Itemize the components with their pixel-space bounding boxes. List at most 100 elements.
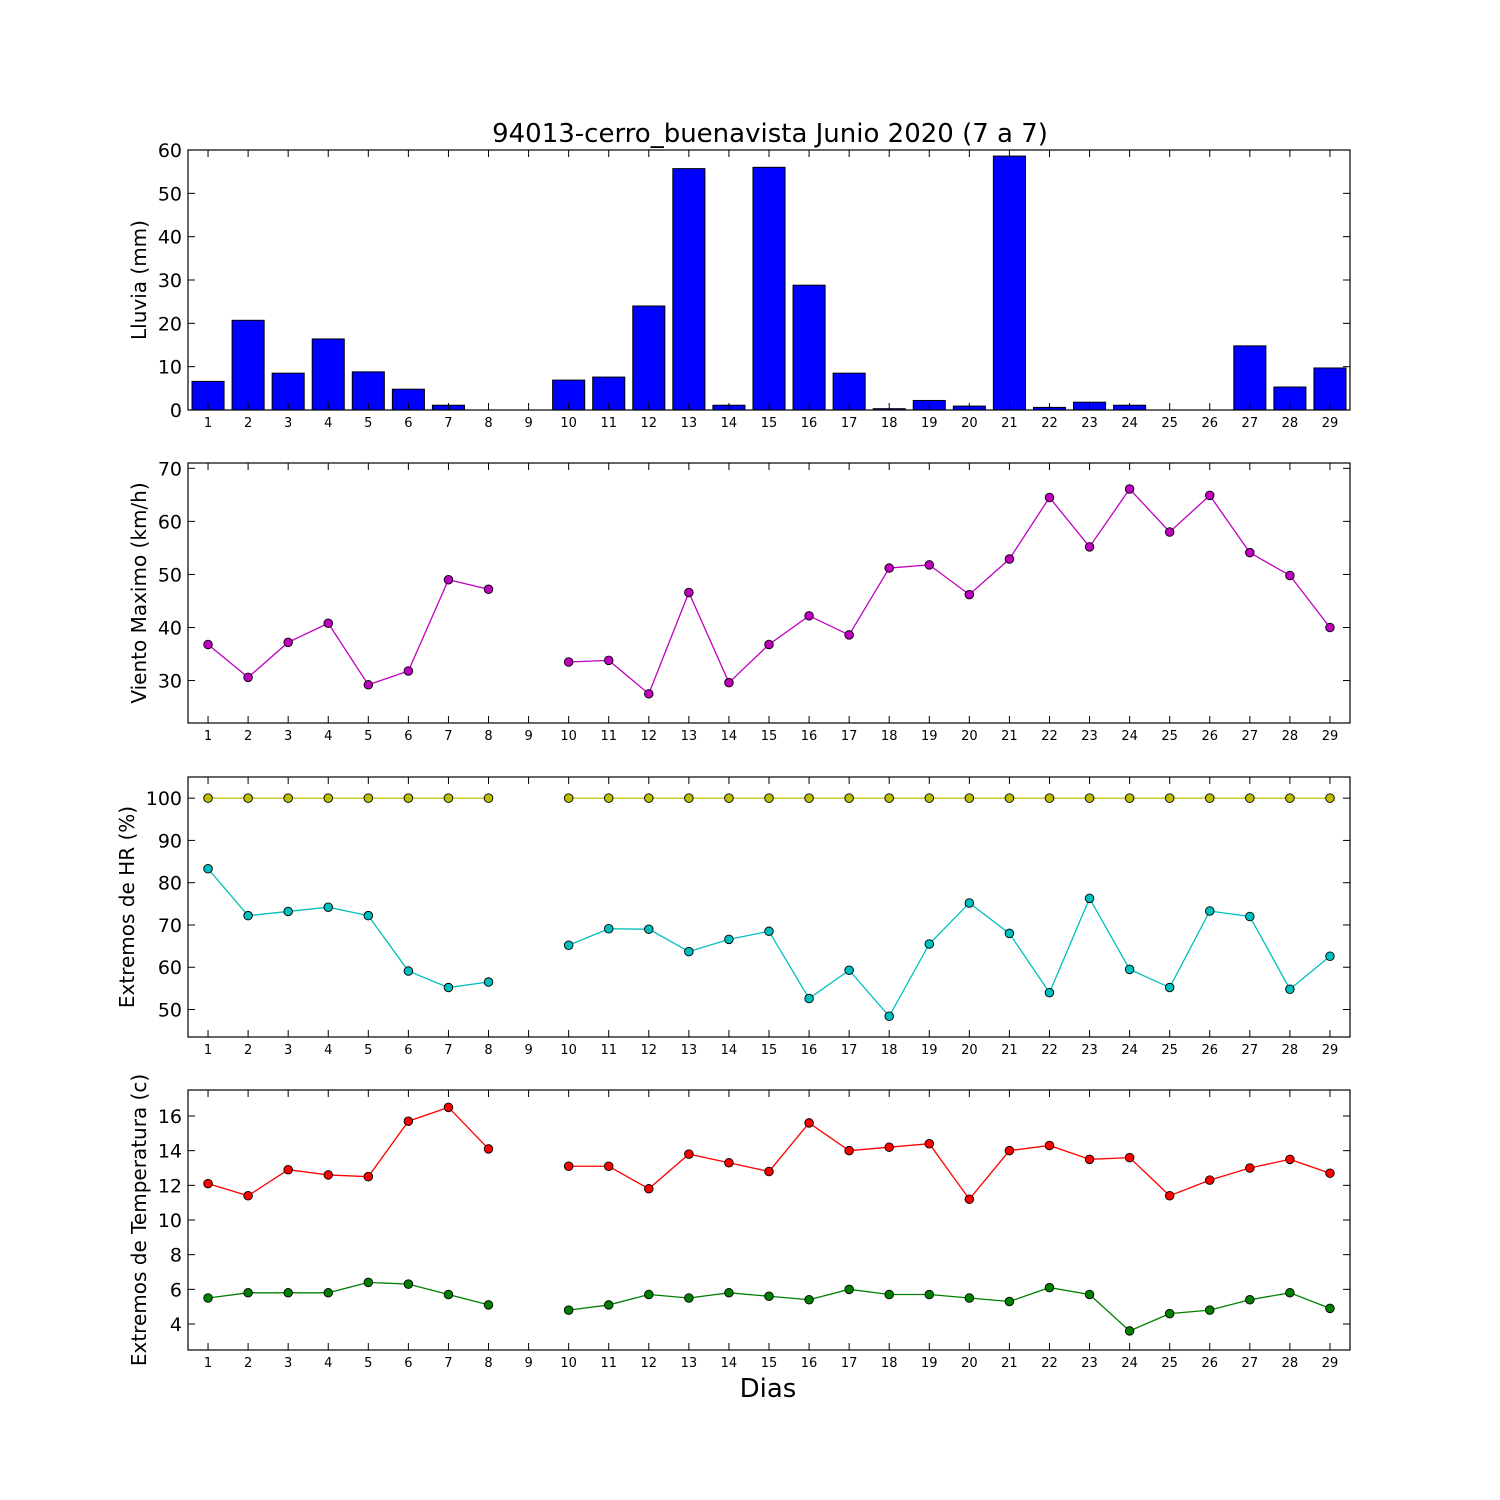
point-day-13 [684, 946, 694, 957]
y-tick-label: 4 [170, 1314, 182, 1336]
point-day-15 [764, 926, 774, 937]
x-tick-label: 22 [1041, 729, 1058, 744]
y-tick-label: 60 [158, 957, 182, 979]
point-day-13 [684, 1149, 694, 1159]
x-tick-label: 24 [1121, 1356, 1138, 1371]
x-tick-label: 17 [841, 1356, 858, 1371]
x-tick-label: 9 [524, 1043, 532, 1058]
point-day-7 [443, 1102, 454, 1113]
point-day-1 [203, 1178, 213, 1189]
point-day-25 [1164, 1190, 1175, 1201]
x-tick-label: 7 [444, 729, 452, 744]
point-day-26 [1205, 1305, 1215, 1315]
x-tick-label: 4 [324, 729, 332, 744]
series-line-segment [207, 578, 489, 686]
point-day-26 [1205, 490, 1215, 501]
x-tick-label: 8 [484, 1356, 492, 1371]
y-tick-label: 100 [146, 788, 182, 810]
x-tick-label: 29 [1322, 1356, 1339, 1371]
bar-day-16 [792, 284, 826, 411]
point-day-17 [844, 793, 854, 803]
x-tick-label: 3 [284, 729, 292, 744]
x-tick-label: 9 [524, 416, 532, 431]
x-tick-label: 19 [921, 729, 938, 744]
bar-day-13 [672, 168, 706, 411]
series-2 [203, 863, 1335, 1022]
point-day-14 [724, 793, 734, 803]
series-1 [203, 793, 1335, 803]
y-axis-label: Lluvia (mm) [127, 220, 151, 340]
x-tick-label: 22 [1041, 1356, 1058, 1371]
x-tick-label: 29 [1322, 1043, 1339, 1058]
x-tick-label: 14 [721, 729, 738, 744]
point-day-24 [1124, 1326, 1135, 1336]
y-tick-label: 40 [158, 617, 182, 639]
series-line-segment [207, 1106, 489, 1197]
x-tick-label: 1 [204, 729, 212, 744]
x-tick-label: 16 [801, 1356, 818, 1371]
x-tick-label: 28 [1282, 1043, 1299, 1058]
x-tick-label: 15 [761, 729, 778, 744]
point-day-19 [924, 560, 935, 570]
point-day-5 [363, 680, 374, 690]
x-tick-label: 18 [881, 1043, 898, 1058]
y-tick-label: 70 [158, 458, 182, 480]
series-line-segment [568, 1286, 1331, 1332]
y-tick-label: 40 [158, 227, 182, 249]
x-tick-label: 27 [1242, 729, 1259, 744]
x-tick-label: 1 [204, 416, 212, 431]
x-tick-label: 11 [600, 1356, 617, 1371]
x-tick-label: 22 [1041, 416, 1058, 431]
point-day-3 [283, 1288, 293, 1298]
x-tick-label: 20 [961, 1356, 978, 1371]
x-tick-label: 5 [364, 416, 372, 431]
point-day-5 [363, 910, 374, 921]
axes-frame [187, 1089, 1351, 1351]
bar-day-2 [231, 319, 265, 411]
x-tick-label: 4 [324, 416, 332, 431]
point-day-2 [243, 910, 253, 921]
x-tick-label: 11 [600, 416, 617, 431]
point-day-12 [644, 1289, 654, 1300]
point-day-27 [1245, 1294, 1255, 1305]
point-day-14 [724, 934, 734, 945]
point-day-7 [443, 982, 454, 993]
bar-day-21 [992, 155, 1026, 411]
x-tick-label: 22 [1041, 1043, 1058, 1058]
x-tick-label: 15 [761, 1356, 778, 1371]
x-tick-label: 25 [1161, 1043, 1178, 1058]
y-tick-label: 50 [158, 1000, 182, 1022]
x-tick-label: 27 [1242, 416, 1259, 431]
y-tick-label: 90 [158, 830, 182, 852]
x-tick-label: 17 [841, 729, 858, 744]
point-day-12 [644, 924, 654, 934]
point-day-15 [764, 639, 774, 650]
point-day-27 [1245, 1163, 1255, 1173]
x-tick-label: 6 [404, 729, 412, 744]
x-tick-label: 12 [641, 729, 658, 744]
point-day-15 [764, 1166, 774, 1177]
point-day-11 [603, 793, 614, 803]
point-day-11 [603, 924, 614, 934]
x-tick-label: 18 [881, 416, 898, 431]
x-tick-label: 21 [1001, 729, 1018, 744]
x-tick-label: 17 [841, 416, 858, 431]
point-day-17 [844, 630, 854, 640]
point-day-21 [1004, 928, 1015, 939]
x-tick-label: 7 [444, 1043, 452, 1058]
point-day-6 [403, 966, 414, 976]
series-line-segment [568, 487, 1331, 695]
point-day-19 [924, 939, 935, 949]
y-axis-label: Extremos de HR (%) [115, 806, 139, 1008]
point-day-5 [363, 1277, 374, 1288]
point-day-18 [884, 1289, 894, 1300]
x-tick-label: 6 [404, 1356, 412, 1371]
y-tick-label: 20 [158, 313, 182, 335]
x-tick-label: 20 [961, 416, 978, 431]
point-day-18 [884, 793, 894, 803]
x-tick-label: 12 [641, 416, 658, 431]
point-day-4 [323, 902, 333, 912]
x-tick-label: 18 [881, 729, 898, 744]
